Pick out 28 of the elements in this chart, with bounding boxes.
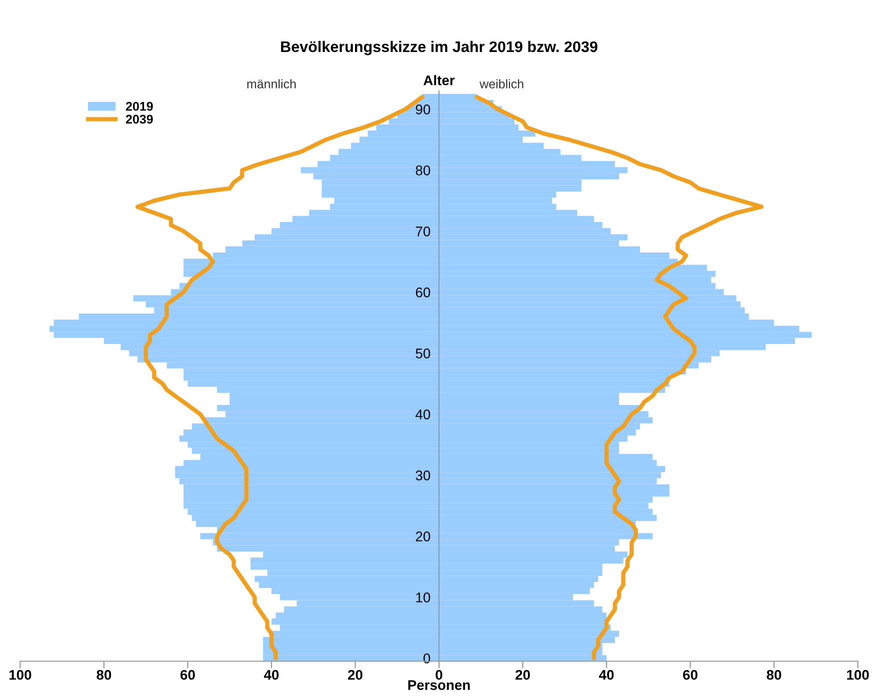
x-axis-title: Personen: [408, 680, 470, 690]
x-tick-label: 60: [180, 670, 195, 680]
x-tick-label: 80: [96, 670, 112, 680]
y-tick-label: 40: [416, 410, 430, 420]
x-tick-label: 0: [436, 670, 442, 680]
x-tick-label: 100: [847, 670, 869, 680]
y-tick-label: 80: [416, 166, 430, 176]
y-tick-label: 60: [416, 288, 430, 298]
y-axis-title: Alter: [424, 75, 455, 86]
y-tick-label: 20: [416, 532, 430, 542]
x-tick-label: 100: [9, 670, 32, 680]
x-tick-label: 40: [264, 670, 279, 680]
y-tick-label: 10: [416, 592, 430, 602]
x-tick-label: 60: [683, 670, 698, 680]
legend-label: 2019: [126, 102, 153, 111]
chart-title: Bevölkerungsskizze im Jahr 2019 bzw. 2039: [281, 40, 598, 56]
x-tick-label: 20: [348, 670, 362, 680]
y-tick-label: 30: [416, 470, 430, 480]
y-tick-label: 50: [416, 348, 430, 358]
y-tick-label: 0: [423, 654, 430, 664]
y-tick-label: 70: [416, 226, 430, 236]
x-tick-label: 20: [516, 670, 530, 680]
text: weiblich: [480, 79, 524, 88]
y-tick-label: 90: [416, 104, 430, 114]
x-tick-label: 40: [599, 670, 614, 680]
x-tick-label: 80: [766, 670, 782, 680]
text: männlich: [247, 79, 296, 88]
legend-label: 2039: [126, 114, 153, 124]
